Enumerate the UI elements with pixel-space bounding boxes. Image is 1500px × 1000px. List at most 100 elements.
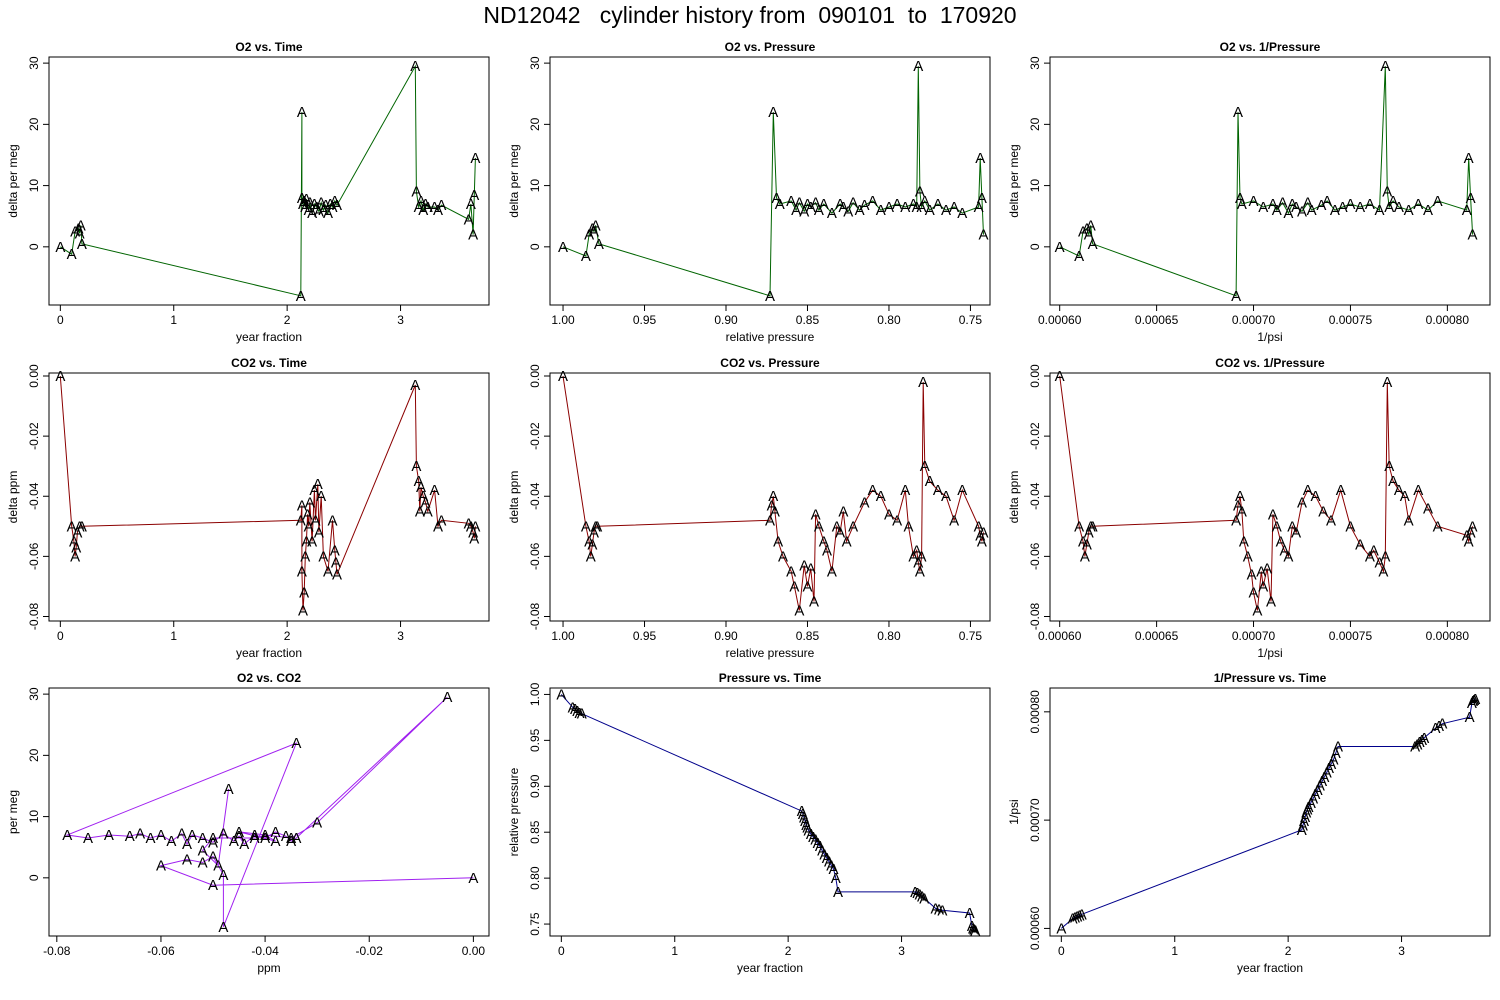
data-point-marker: A	[229, 833, 239, 850]
data-point-marker: A	[1319, 769, 1329, 786]
data-point-marker: A	[838, 199, 848, 216]
x-tick-label: 0.80	[877, 629, 901, 643]
x-tick-label: 0.85	[796, 313, 820, 327]
y-axis-label: per meg	[6, 790, 20, 834]
series-line	[562, 66, 984, 297]
data-point-marker: A	[331, 554, 341, 571]
data-point-marker: A	[208, 834, 218, 851]
data-point-marker: A	[1287, 518, 1297, 535]
data-point-marker: A	[822, 850, 832, 867]
data-point-marker: A	[1084, 524, 1094, 541]
data-point-marker: A	[1268, 506, 1278, 523]
data-point-marker: A	[808, 829, 818, 846]
data-point-marker: A	[208, 830, 218, 847]
data-point-marker: A	[1434, 718, 1444, 735]
series-line	[1060, 698, 1476, 929]
series-line	[1059, 375, 1474, 611]
chart-title: O2 vs. Pressure	[725, 40, 816, 54]
y-tick-label: 10	[1028, 179, 1042, 193]
data-point-marker: A	[234, 828, 244, 845]
x-tick-label: 3	[898, 944, 905, 958]
data-point-marker: A	[1258, 199, 1268, 216]
data-point-marker: A	[910, 884, 920, 901]
data-point-marker: A	[913, 554, 923, 571]
data-point-marker: A	[323, 205, 333, 222]
data-point-marker: A	[314, 524, 324, 541]
data-point-marker: A	[1433, 518, 1443, 535]
data-point-marker: A	[430, 482, 440, 499]
data-point-marker: A	[470, 518, 480, 535]
data-point-marker: A	[1404, 202, 1414, 219]
x-axis-label: 1/psi	[1257, 330, 1282, 344]
data-point-marker: A	[915, 563, 925, 580]
data-point-marker: A	[1291, 524, 1301, 541]
data-point-marker: A	[411, 458, 421, 475]
plot-frame	[549, 687, 991, 937]
y-axis-label: delta ppm	[1007, 471, 1021, 524]
data-point-marker: A	[182, 836, 192, 853]
data-point-marker: A	[819, 533, 829, 550]
data-point-marker: A	[806, 826, 816, 843]
data-point-marker: A	[925, 473, 935, 490]
data-point-marker: A	[77, 518, 87, 535]
data-point-marker: A	[789, 578, 799, 595]
data-point-marker: A	[589, 224, 599, 241]
data-point-marker: A	[806, 560, 816, 577]
data-point-marker: A	[558, 368, 568, 385]
series-line	[1059, 66, 1474, 297]
data-point-marker: A	[1237, 503, 1247, 520]
data-point-marker: A	[418, 488, 428, 505]
y-axis-label: 1/psi	[1007, 799, 1021, 824]
y-tick-label: -0.08	[1028, 602, 1042, 630]
data-point-marker: A	[71, 539, 81, 556]
x-tick-label: 0.00060	[1038, 313, 1082, 327]
data-point-marker: A	[1237, 196, 1247, 213]
data-point-marker: A	[824, 854, 834, 871]
y-tick-label: -0.02	[1028, 422, 1042, 450]
data-point-marker: A	[430, 199, 440, 216]
y-tick-label: 10	[27, 179, 41, 193]
data-point-marker: A	[794, 195, 804, 212]
y-tick-label: 20	[27, 117, 41, 131]
y-tick-label: 0.00	[27, 364, 41, 388]
x-tick-label: 2	[1285, 944, 1292, 958]
y-tick-label: 20	[528, 117, 542, 131]
data-point-marker: A	[323, 563, 333, 580]
data-point-marker: A	[291, 830, 301, 847]
y-axis-label: delta ppm	[507, 471, 521, 524]
y-tick-label: -0.04	[1028, 482, 1042, 510]
data-point-marker: A	[1462, 202, 1472, 219]
data-point-marker: A	[941, 488, 951, 505]
data-point-marker: A	[1328, 751, 1338, 768]
plot-frame	[549, 372, 991, 622]
data-point-marker: A	[70, 224, 80, 241]
y-axis-label: relative pressure	[507, 767, 521, 856]
x-tick-label: 0.90	[714, 313, 738, 327]
data-point-marker: A	[1318, 503, 1328, 520]
data-point-marker: A	[198, 855, 208, 872]
data-point-marker: A	[1291, 199, 1301, 216]
data-point-marker: A	[977, 533, 987, 550]
data-point-marker: A	[768, 488, 778, 505]
data-point-marker: A	[913, 58, 923, 75]
data-point-marker: A	[917, 889, 927, 906]
data-point-marker: A	[314, 203, 324, 220]
data-point-marker: A	[309, 196, 319, 213]
data-point-marker: A	[1082, 536, 1092, 553]
data-point-marker: A	[574, 705, 584, 722]
data-point-marker: A	[1297, 203, 1307, 220]
data-point-marker: A	[591, 518, 601, 535]
data-point-marker: A	[802, 196, 812, 213]
data-point-marker: A	[410, 58, 420, 75]
data-point-marker: A	[1307, 202, 1317, 219]
data-point-marker: A	[1468, 518, 1478, 535]
data-point-marker: A	[797, 803, 807, 820]
data-point-marker: A	[835, 196, 845, 213]
plot-frame	[48, 56, 490, 306]
y-tick-label: 0	[27, 874, 41, 881]
data-point-marker: A	[218, 867, 228, 884]
data-point-marker: A	[1258, 578, 1268, 595]
data-point-marker: A	[1410, 738, 1420, 755]
data-point-marker: A	[925, 202, 935, 219]
y-tick-label: 30	[27, 687, 41, 701]
